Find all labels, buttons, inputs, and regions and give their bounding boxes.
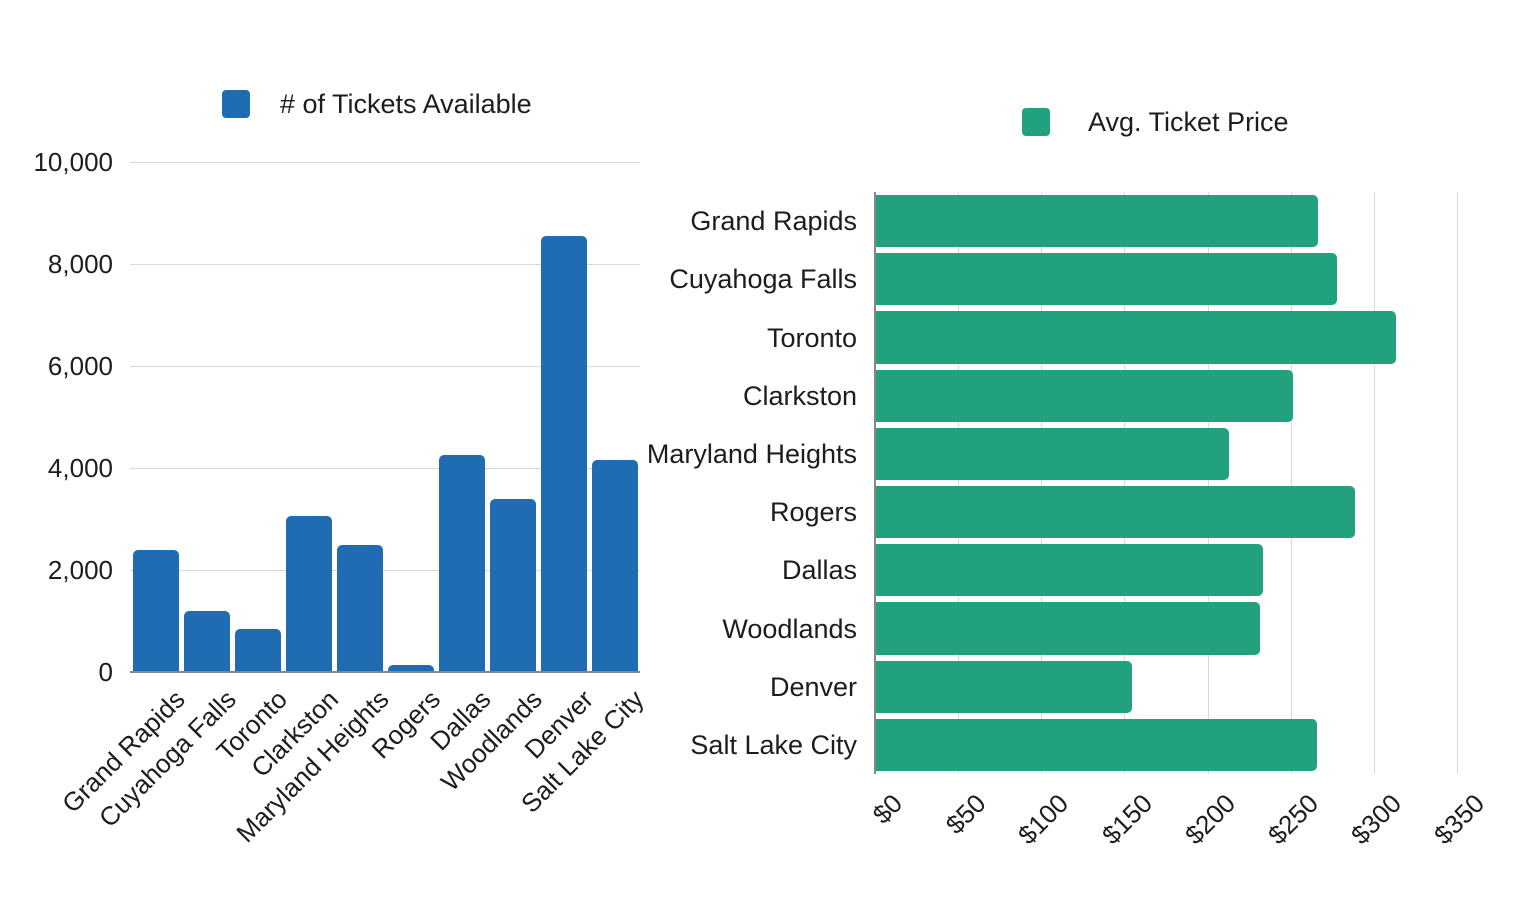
- x-axis-tick-label-3: $150: [1095, 788, 1158, 851]
- bar-cuyahoga-falls: [876, 253, 1337, 306]
- y-axis-tick-label: 0: [98, 657, 113, 687]
- y-category-label-toronto: Toronto: [766, 322, 857, 353]
- gridline-8000: [130, 264, 640, 265]
- bar-grand-rapids: [876, 195, 1319, 248]
- y-category-label-dallas: Dallas: [781, 555, 857, 586]
- gridline-200: [1207, 192, 1209, 774]
- gridline-50: [958, 192, 960, 774]
- x-axis-tick-label-0: $0: [866, 788, 909, 830]
- y-axis-baseline: [874, 192, 876, 774]
- x-axis-tick-label-5: $250: [1261, 788, 1324, 851]
- y-axis-tick-label: 4,000: [47, 453, 113, 483]
- bar-denver: [540, 235, 587, 672]
- bar-toronto: [876, 311, 1397, 364]
- bar-clarkston: [285, 516, 332, 672]
- x-axis-baseline: [130, 671, 640, 673]
- bar-woodlands: [489, 498, 536, 672]
- y-category-label-cuyahoga-falls: Cuyahoga Falls: [669, 264, 857, 295]
- y-axis-tick-label: 6,000: [47, 351, 113, 381]
- x-axis-tick-label-2: $100: [1012, 788, 1075, 851]
- gridline-4000: [130, 468, 640, 469]
- bar-maryland-heights: [336, 544, 383, 672]
- bar-grand-rapids: [132, 549, 179, 672]
- y-category-label-clarkston: Clarkston: [742, 380, 857, 411]
- price-legend-swatch: [1022, 108, 1050, 136]
- y-category-label-maryland-heights: Maryland Heights: [646, 438, 857, 469]
- bar-denver: [876, 660, 1133, 713]
- y-axis-tick-label: 8,000: [47, 249, 113, 279]
- x-axis-tick-label-6: $300: [1344, 788, 1408, 851]
- y-category-label-denver: Denver: [769, 671, 857, 702]
- gridline-6000: [130, 366, 640, 367]
- x-axis-tick-label-1: $50: [939, 788, 992, 840]
- bar-cuyahoga-falls: [183, 610, 230, 672]
- gridline-100: [1041, 192, 1043, 774]
- bar-clarkston: [876, 369, 1294, 422]
- tickets-legend-swatch: [222, 90, 250, 118]
- bar-toronto: [234, 628, 281, 672]
- y-category-label-salt-lake-city: Salt Lake City: [690, 729, 857, 760]
- y-axis-tick-label: 10,000: [33, 147, 113, 177]
- gridline-150: [1124, 192, 1126, 774]
- bar-dallas: [876, 544, 1264, 597]
- tickets-legend-label: # of Tickets Available: [280, 89, 532, 119]
- gridline-10000: [130, 162, 640, 163]
- gridline-250: [1290, 192, 1292, 774]
- bar-dallas: [438, 455, 485, 672]
- x-axis-tick-label-4: $200: [1178, 788, 1241, 851]
- gridline-350: [1457, 192, 1458, 774]
- bar-woodlands: [876, 602, 1261, 655]
- gridline-2000: [130, 570, 640, 571]
- bar-salt-lake-city: [591, 460, 638, 672]
- y-axis-tick-label: 2,000: [47, 555, 113, 585]
- bar-salt-lake-city: [876, 718, 1317, 771]
- y-category-label-woodlands: Woodlands: [722, 613, 857, 644]
- y-category-label-rogers: Rogers: [769, 497, 857, 528]
- bar-rogers: [387, 664, 434, 672]
- x-axis-tick-label-7: $350: [1428, 788, 1491, 851]
- price-legend-label: Avg. Ticket Price: [1088, 107, 1289, 137]
- y-category-label-grand-rapids: Grand Rapids: [690, 206, 857, 237]
- bar-maryland-heights: [876, 427, 1229, 480]
- bar-rogers: [876, 486, 1355, 539]
- gridline-300: [1373, 192, 1375, 774]
